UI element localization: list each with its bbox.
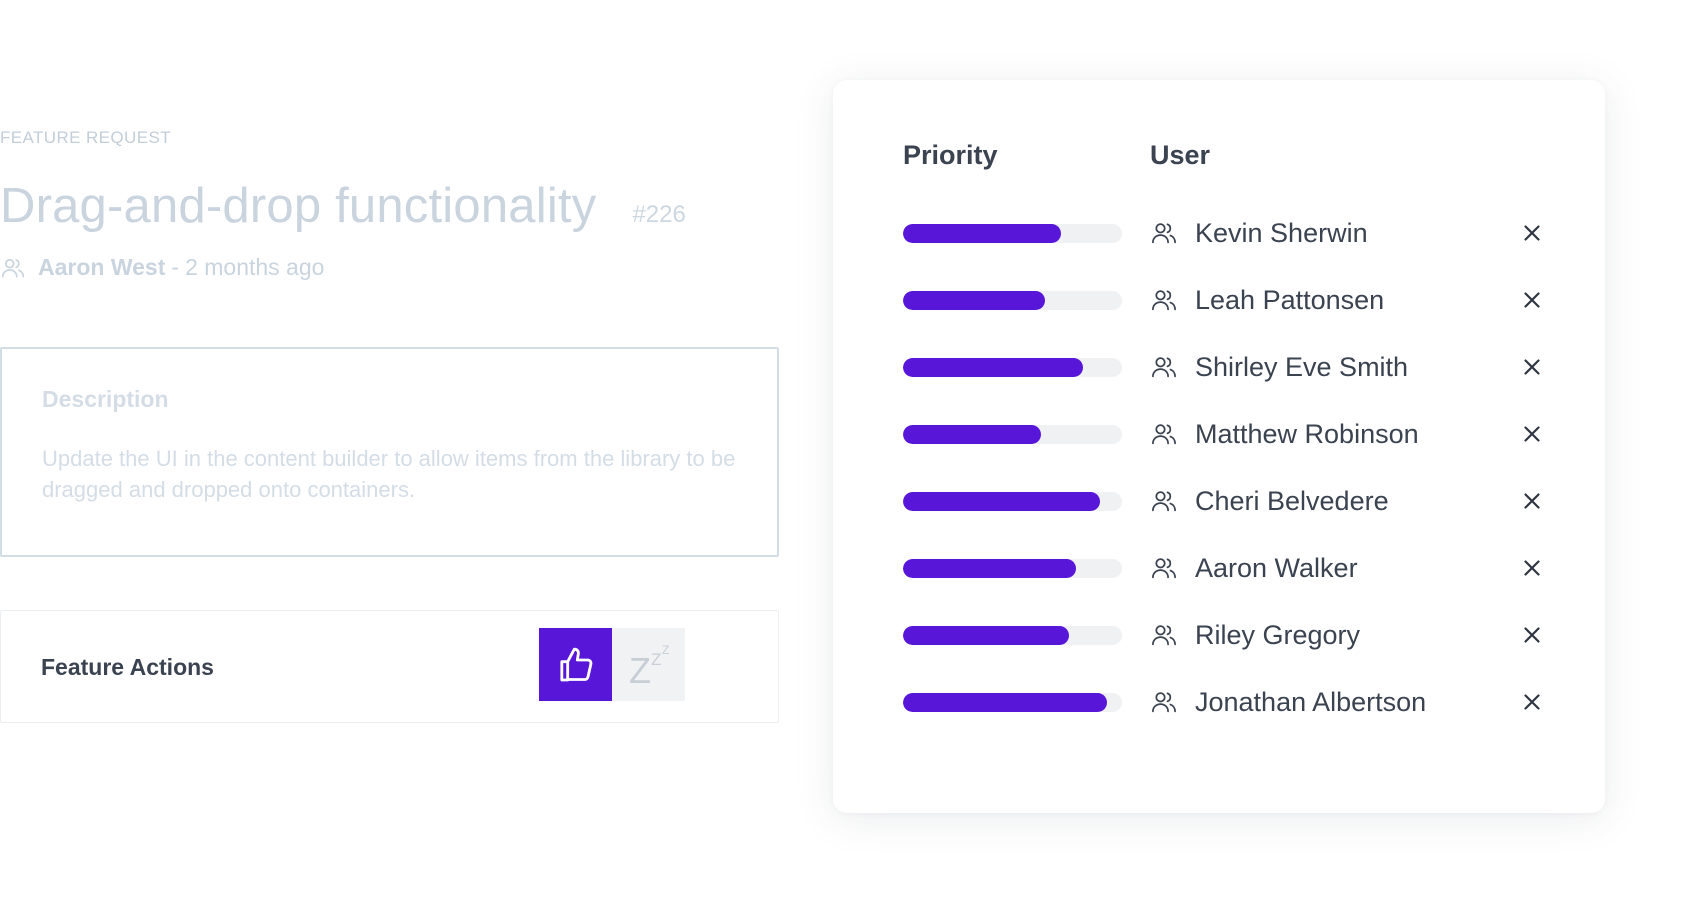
close-icon[interactable] — [1519, 287, 1545, 313]
user-group-icon — [1152, 491, 1176, 512]
priority-row: Kevin Sherwin — [833, 200, 1605, 267]
priority-bar[interactable] — [903, 492, 1122, 511]
svg-text:Z: Z — [629, 650, 651, 691]
snooze-button[interactable]: Z Z Z — [612, 628, 685, 701]
feature-title: Drag-and-drop functionality — [0, 179, 597, 233]
priority-column-header: Priority — [903, 140, 998, 170]
close-icon[interactable] — [1519, 488, 1545, 514]
priority-bar-fill — [903, 693, 1107, 712]
user-group-icon — [1, 258, 25, 278]
priority-row: Aaron Walker — [833, 535, 1605, 602]
priority-row: Matthew Robinson — [833, 401, 1605, 468]
user-name[interactable]: Kevin Sherwin — [1195, 218, 1368, 248]
close-icon[interactable] — [1519, 421, 1545, 447]
priority-row: Jonathan Albertson — [833, 669, 1605, 736]
priority-card: Priority User Kevin Sherwin Leah Pattonse… — [833, 80, 1605, 813]
user-name[interactable]: Leah Pattonsen — [1195, 285, 1385, 315]
like-button[interactable] — [539, 628, 612, 701]
close-icon[interactable] — [1519, 220, 1545, 246]
title-row: Drag-and-drop functionality #226 — [0, 178, 686, 234]
description-label: Description — [42, 386, 169, 412]
priority-bar-fill — [903, 224, 1061, 243]
user-name[interactable]: Jonathan Albertson — [1195, 687, 1427, 717]
priority-bar[interactable] — [903, 693, 1122, 712]
feature-meta: Aaron West - 2 months ago — [0, 254, 324, 281]
priority-row: Cheri Belvedere — [833, 468, 1605, 535]
priority-bar-fill — [903, 492, 1101, 511]
priority-bar[interactable] — [903, 291, 1122, 310]
priority-bar-fill — [903, 425, 1041, 444]
thumbs-up-icon — [559, 647, 592, 681]
feature-request-panel: FEATURE REQUEST Drag-and-drop functional… — [0, 0, 790, 900]
meta-separator: - — [171, 254, 180, 280]
priority-row: Shirley Eve Smith — [833, 334, 1605, 401]
svg-text:Z: Z — [651, 650, 661, 669]
svg-text:Z: Z — [662, 643, 669, 657]
priority-bar[interactable] — [903, 358, 1122, 377]
close-icon[interactable] — [1519, 555, 1545, 581]
user-group-icon — [1152, 625, 1176, 646]
priority-bar[interactable] — [903, 425, 1122, 444]
priority-bar-fill — [903, 291, 1046, 310]
close-icon[interactable] — [1519, 689, 1545, 715]
user-group-icon — [1152, 223, 1176, 244]
priority-row: Leah Pattonsen — [833, 267, 1605, 334]
user-name[interactable]: Aaron Walker — [1195, 553, 1358, 583]
user-group-icon — [1152, 424, 1176, 445]
user-group-icon — [1152, 558, 1176, 579]
description-text: Update the UI in the content builder to … — [42, 446, 736, 502]
priority-bar-fill — [903, 358, 1083, 377]
user-name[interactable]: Matthew Robinson — [1195, 419, 1419, 449]
user-group-icon — [1152, 692, 1176, 713]
feature-actions-box: Feature Actions Z Z Z — [0, 610, 779, 723]
description-box: Description Update the UI in the content… — [0, 347, 779, 557]
feature-actions-label: Feature Actions — [41, 654, 214, 680]
user-group-icon — [1152, 290, 1176, 311]
user-name[interactable]: Riley Gregory — [1195, 620, 1361, 650]
ticket-number: #226 — [632, 201, 686, 228]
feature-kicker: FEATURE REQUEST — [0, 128, 171, 147]
user-group-icon — [1152, 357, 1176, 378]
priority-row: Riley Gregory — [833, 602, 1605, 669]
close-icon[interactable] — [1519, 354, 1545, 380]
snooze-icon: Z Z Z — [629, 643, 669, 691]
close-icon[interactable] — [1519, 622, 1545, 648]
priority-bar-fill — [903, 626, 1070, 645]
author-name[interactable]: Aaron West — [38, 254, 166, 280]
time-ago: 2 months ago — [185, 254, 325, 280]
priority-bar[interactable] — [903, 626, 1122, 645]
user-column-header: User — [1150, 140, 1211, 170]
user-name[interactable]: Shirley Eve Smith — [1195, 352, 1409, 382]
priority-bar-fill — [903, 559, 1076, 578]
user-name[interactable]: Cheri Belvedere — [1195, 486, 1389, 516]
priority-bar[interactable] — [903, 224, 1122, 243]
priority-bar[interactable] — [903, 559, 1122, 578]
